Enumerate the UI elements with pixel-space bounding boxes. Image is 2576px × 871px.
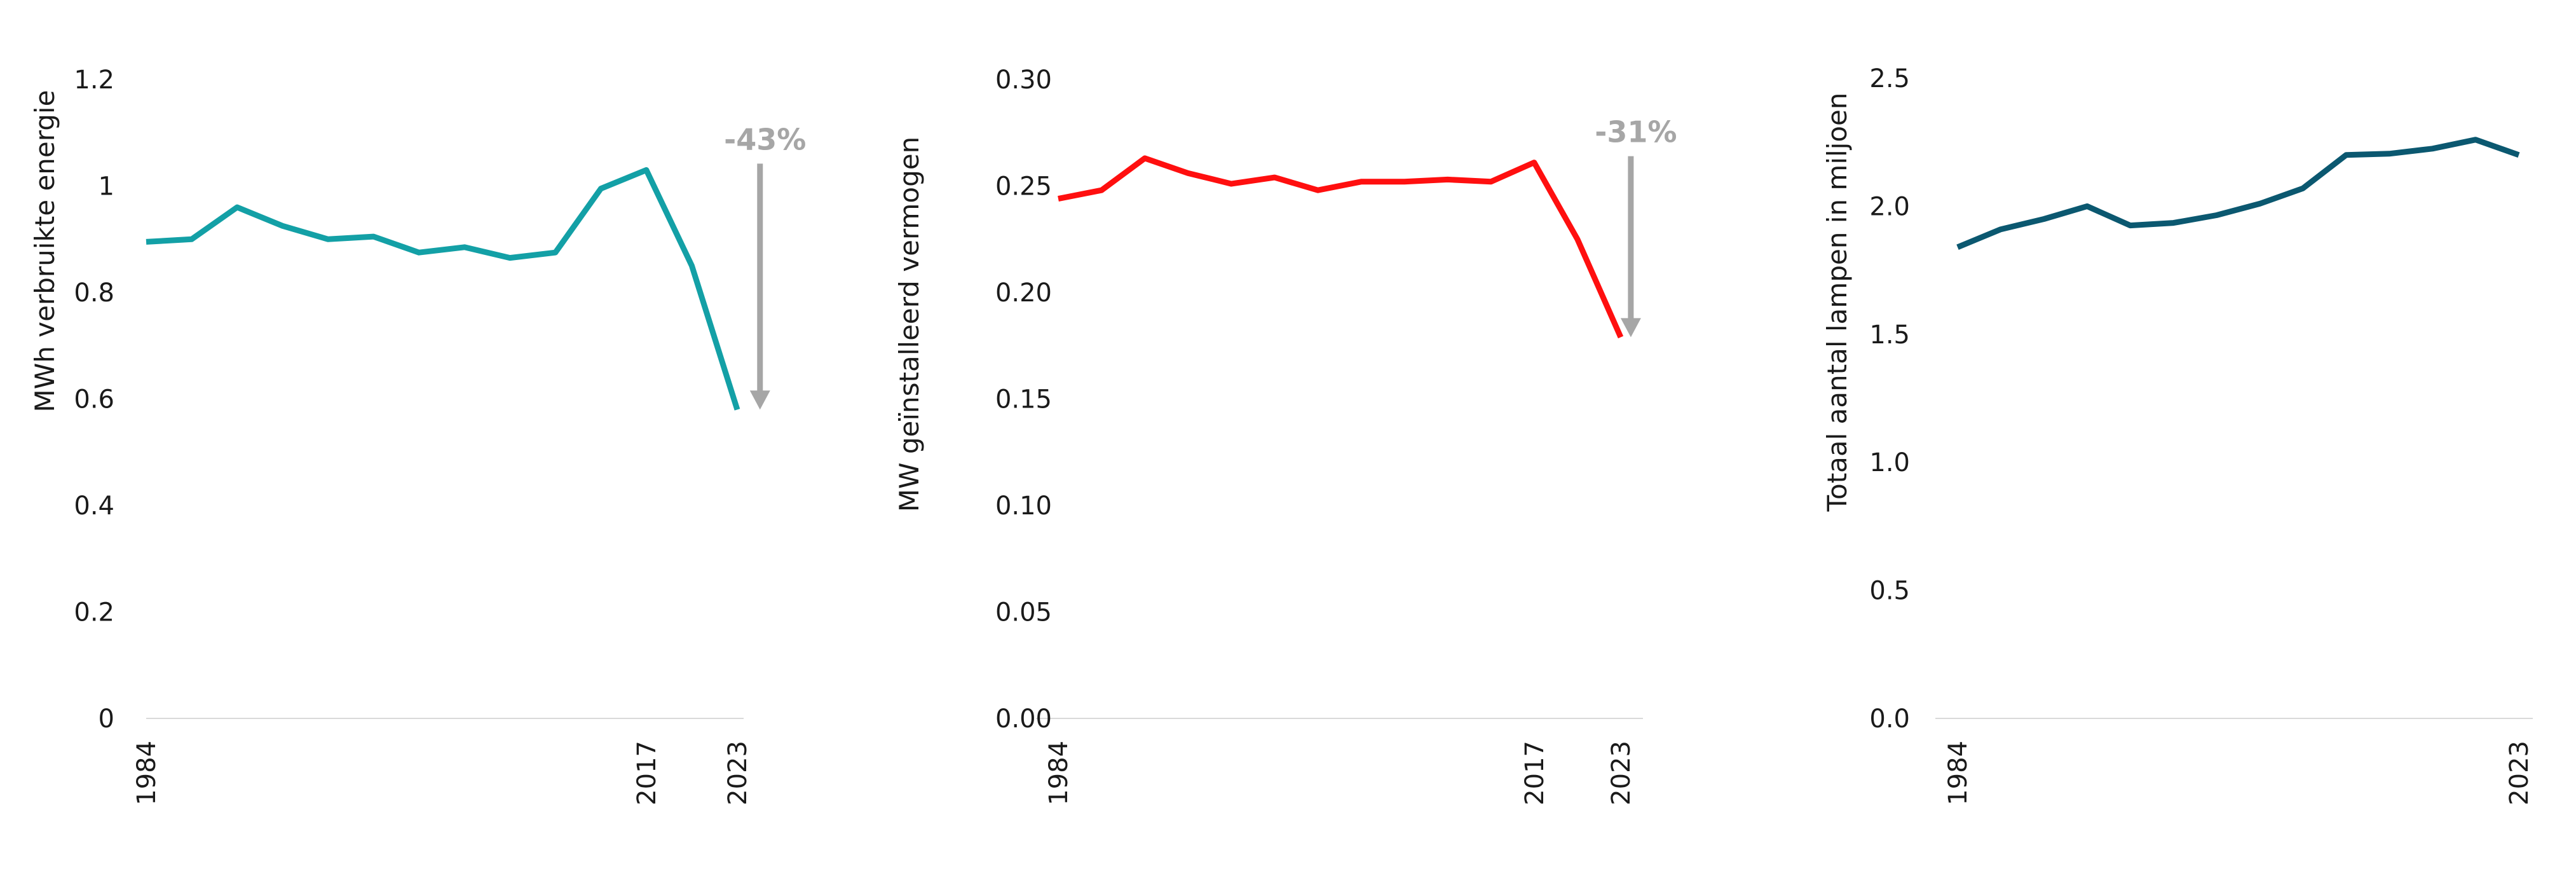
data-point [2346, 154, 2347, 155]
series-line [146, 167, 740, 411]
data-point [1490, 181, 1491, 182]
x-tick-label: 2017 [632, 741, 662, 806]
y-tick-label: 0.5 [1869, 577, 1910, 606]
change-arrow-head [1620, 318, 1641, 338]
x-tick-label: 2023 [2505, 741, 2534, 806]
data-point [1101, 190, 1102, 191]
series-line [1058, 155, 1624, 339]
data-point [1404, 181, 1405, 182]
y-tick-label: 1 [99, 172, 114, 202]
y-tick-label: 0.8 [74, 278, 114, 308]
chart-panel-3: 0.0 0.5 1.0 1.5 2.0 2.5 Totaal aantal lampen i… [1822, 64, 2534, 806]
x-tick-label: 1984 [132, 741, 161, 806]
data-point [2432, 148, 2433, 149]
data-point [2259, 203, 2260, 204]
y-tick-label: 0.05 [995, 598, 1052, 628]
y-tick-label: 0.25 [995, 172, 1052, 202]
x-tick-label: 2023 [1607, 741, 1636, 806]
x-tick-label: 2023 [723, 741, 753, 806]
data-point [1188, 173, 1189, 174]
y-tick-label: 0.30 [995, 65, 1052, 95]
chart-panel-2: 0.00 0.05 0.10 0.15 0.20 0.25 0.30 MW geïnstall… [894, 65, 1677, 806]
series-line [1956, 137, 2520, 250]
data-point [2216, 215, 2217, 216]
y-tick-label: 0 [99, 704, 114, 734]
chart-panel-1: 0 0.2 0.4 0.6 0.8 1 1.2 MWh verbruikte energie 1… [29, 65, 806, 806]
y-tick-label: 0.20 [995, 278, 1052, 308]
y-tick-label: 0.4 [74, 491, 114, 521]
y-axis-label: Totaal aantal lampen in miljoen [1822, 93, 1853, 512]
data-point [737, 409, 738, 410]
y-tick-label: 2.5 [1869, 64, 1910, 93]
y-tick-label: 0.15 [995, 385, 1052, 415]
y-tick-label: 0.2 [74, 598, 114, 628]
data-point [1274, 177, 1275, 178]
data-point [2000, 229, 2001, 230]
x-tick-label: 1984 [1944, 741, 1973, 806]
data-point [237, 207, 238, 208]
data-point [191, 239, 192, 240]
y-tick-label: 2.0 [1869, 192, 1910, 221]
change-arrow-head [749, 390, 770, 410]
y-tick-label: 1.5 [1869, 320, 1910, 350]
y-tick-label: 0.00 [995, 704, 1052, 734]
data-point [1058, 198, 1059, 199]
x-tick-label: 1984 [1044, 741, 1073, 806]
data-point [2389, 153, 2390, 154]
y-tick-label: 0.6 [74, 385, 114, 415]
y-tick-label: 0.0 [1869, 704, 1910, 734]
y-tick-label: 1.0 [1869, 448, 1910, 477]
data-point [1577, 239, 1578, 240]
data-point [328, 239, 329, 240]
change-label: -31% [1595, 115, 1677, 149]
y-tick-label: 0.10 [995, 491, 1052, 521]
y-axis-label: MWh verbruikte energie [29, 90, 60, 413]
y-tick-label: 1.2 [74, 65, 114, 95]
data-point [1447, 179, 1448, 180]
change-label: -43% [724, 122, 806, 156]
y-axis-label: MW geïnstalleerd vermogen [894, 137, 925, 512]
x-tick-label: 2017 [1520, 741, 1550, 806]
